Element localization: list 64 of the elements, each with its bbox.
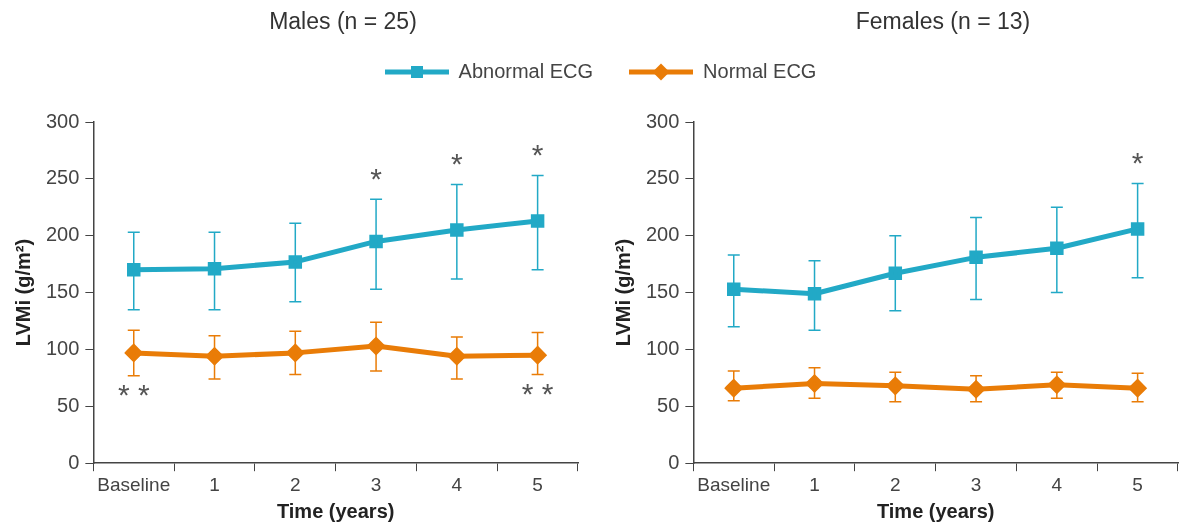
y-tick-label: 200 xyxy=(45,223,80,246)
x-tick-label: 2 xyxy=(890,473,901,495)
point xyxy=(369,234,383,249)
point xyxy=(1048,376,1066,394)
x-tick-label: 4 xyxy=(1051,473,1063,495)
chart-title: Males (n = 25) xyxy=(268,8,418,35)
y-tick-label: 100 xyxy=(45,336,80,359)
y-tick-label: 300 xyxy=(645,109,680,132)
point xyxy=(530,214,545,228)
annotation: * * xyxy=(117,377,150,411)
x-tick-label: 2 xyxy=(290,473,301,495)
y-axis-title: LVMi (g/m²) xyxy=(11,238,34,347)
point xyxy=(888,266,903,281)
point xyxy=(288,255,303,269)
y-tick-label: 200 xyxy=(645,223,680,246)
y-tick-label: 0 xyxy=(668,450,680,473)
point xyxy=(127,263,141,277)
point xyxy=(367,337,385,355)
x-tick-label: 1 xyxy=(809,473,820,495)
point xyxy=(806,375,824,393)
y-tick-label: 150 xyxy=(645,280,680,303)
y-tick-label: 50 xyxy=(657,393,680,416)
legend-label: Normal ECG xyxy=(703,60,817,83)
y-axis-title: LVMi (g/m²) xyxy=(611,238,634,347)
point xyxy=(448,347,466,365)
point xyxy=(125,344,143,362)
annotation: * xyxy=(531,137,544,171)
y-tick-label: 300 xyxy=(45,109,80,132)
x-axis-title: Time (years) xyxy=(876,499,995,522)
point xyxy=(529,346,547,364)
x-tick-label: Baseline xyxy=(697,473,771,495)
point xyxy=(450,223,464,237)
point xyxy=(969,250,983,265)
point xyxy=(207,261,222,276)
y-tick-label: 0 xyxy=(68,450,80,473)
y-tick-label: 100 xyxy=(645,336,680,359)
y-tick-label: 150 xyxy=(45,280,80,303)
chart-title: Females (n = 13) xyxy=(854,8,1032,35)
legend-label: Abnormal ECG xyxy=(458,60,594,83)
x-tick-label: 5 xyxy=(1132,473,1143,495)
point xyxy=(286,344,304,362)
point xyxy=(727,282,741,296)
point xyxy=(1130,222,1145,236)
x-axis-title: Time (years) xyxy=(276,499,395,522)
point xyxy=(725,379,743,397)
annotation: * * xyxy=(521,376,554,410)
y-tick-label: 50 xyxy=(57,393,80,416)
point xyxy=(807,287,822,301)
annotation: * xyxy=(1131,145,1144,179)
x-tick-label: 3 xyxy=(370,473,382,495)
point xyxy=(886,377,904,395)
point xyxy=(1050,241,1064,255)
point xyxy=(206,347,224,365)
annotation: * xyxy=(451,146,463,180)
point xyxy=(967,380,985,398)
y-tick-label: 250 xyxy=(45,166,80,189)
point xyxy=(1129,379,1147,397)
x-tick-label: 4 xyxy=(451,473,463,495)
x-tick-label: Baseline xyxy=(97,473,171,495)
x-tick-label: 1 xyxy=(209,473,220,495)
annotation: * xyxy=(370,161,383,195)
x-tick-label: 3 xyxy=(970,473,982,495)
x-tick-label: 5 xyxy=(532,473,543,495)
y-tick-label: 250 xyxy=(645,166,680,189)
